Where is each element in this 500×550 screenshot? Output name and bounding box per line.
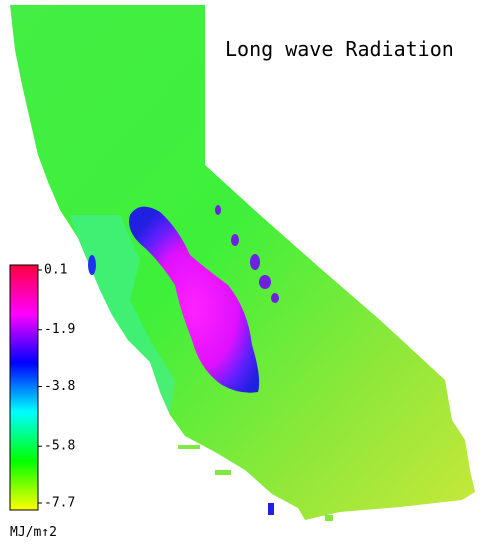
central-valley — [129, 206, 260, 393]
colorbar-tick-label: -7.7 — [44, 496, 75, 511]
colorbar-tick-label: -5.8 — [44, 439, 75, 454]
colorbar — [9, 264, 39, 511]
colorbar-tick-label: -1.9 — [44, 322, 75, 337]
state-shape — [10, 5, 475, 520]
map-title: Long wave Radiation — [225, 37, 454, 61]
colorbar-tick-label: -3.8 — [44, 379, 75, 394]
islands — [178, 445, 333, 521]
colorbar-unit: MJ/m↑2 — [10, 525, 57, 540]
coastal-band — [70, 215, 175, 415]
sierra-patches — [88, 205, 279, 303]
colorbar-tick-label: 0.1 — [44, 263, 67, 278]
